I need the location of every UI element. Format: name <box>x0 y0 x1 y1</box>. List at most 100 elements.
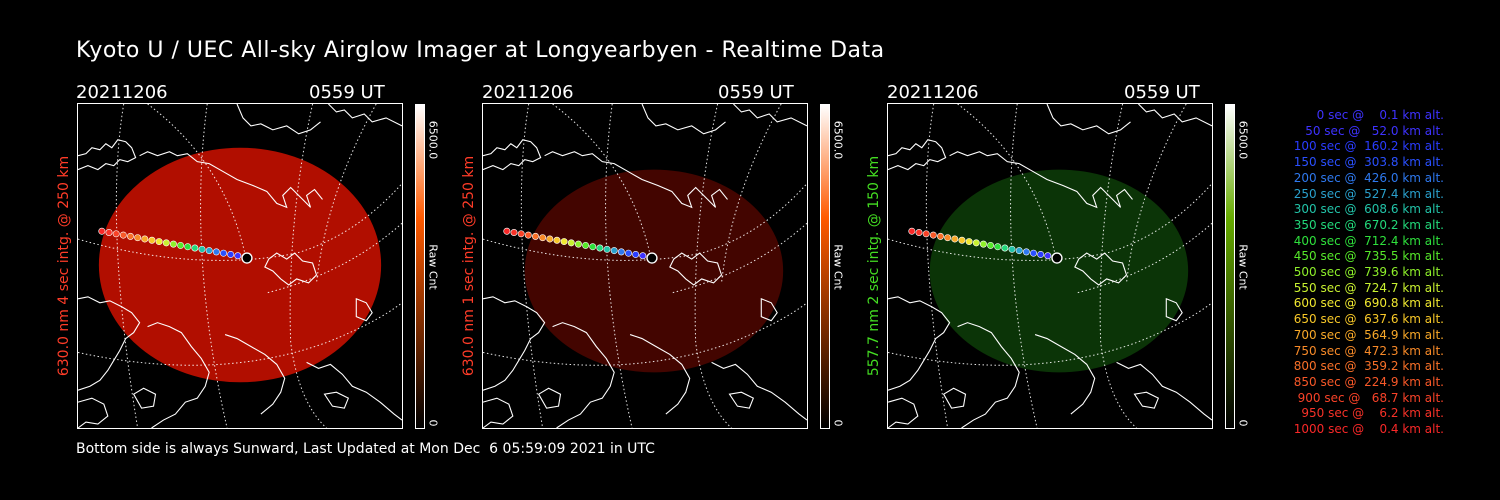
airglow-image <box>524 169 784 373</box>
trajectory-point <box>539 234 547 242</box>
coastline <box>78 397 109 428</box>
legend-entry: 300 sec @ 608.6 km alt. <box>1289 202 1444 217</box>
all-sky-map-3 <box>888 104 1212 428</box>
trajectory-point <box>220 249 227 257</box>
legend-entry: 750 sec @ 472.3 km alt. <box>1289 343 1444 358</box>
trajectory-point <box>169 240 177 248</box>
airglow-image <box>98 147 382 383</box>
legend-entry: 800 sec @ 359.2 km alt. <box>1289 359 1444 374</box>
trajectory-point <box>987 241 995 249</box>
trajectory-point <box>105 229 113 236</box>
panel-3-cbar-label-text: Raw Cnt <box>1236 244 1250 290</box>
panel-2-ylabel: 630.0 nm 1 sec intg. @ 250 km <box>458 103 480 429</box>
trajectory-point <box>177 241 185 249</box>
legend-entry: 600 sec @ 690.8 km alt. <box>1289 296 1444 311</box>
panel-3-cbar-label: Raw Cnt <box>1236 227 1250 307</box>
coastline <box>78 139 137 171</box>
legend-entry: 900 sec @ 68.7 km alt. <box>1293 390 1444 405</box>
trajectory-point <box>141 235 149 243</box>
trajectory-point <box>994 243 1002 251</box>
panel-1-ylabel-text: 630.0 nm 4 sec intg. @ 250 km <box>56 155 72 377</box>
trajectory-point <box>915 229 923 236</box>
trajectory-point <box>517 230 525 238</box>
trajectory-point <box>198 245 206 253</box>
trajectory-point <box>965 238 973 246</box>
panel-3-cbar-max-text: 6500.0 <box>1236 120 1250 160</box>
lat-lon-grid <box>1076 222 1212 294</box>
lat-lon-grid <box>520 104 544 428</box>
trajectory-point <box>1044 252 1052 260</box>
legend-entry: 200 sec @ 426.0 km alt. <box>1289 170 1444 185</box>
panel-1-ylabel: 630.0 nm 4 sec intg. @ 250 km <box>53 103 75 429</box>
legend-entry: 850 sec @ 224.9 km alt. <box>1289 374 1444 389</box>
trajectory-point <box>1037 250 1045 258</box>
lat-lon-grid <box>1010 104 1038 428</box>
trajectory-point <box>944 234 952 242</box>
panel-2-cbar-min: 0 <box>831 383 845 463</box>
trajectory-legend: 0 sec @ 0.1 km alt. 50 sec @ 52.0 km alt… <box>1262 108 1444 438</box>
lat-lon-grid <box>147 104 248 264</box>
trajectory-point <box>922 230 930 238</box>
legend-entry: 1000 sec @ 0.4 km alt. <box>1293 422 1444 437</box>
trajectory-point <box>205 247 213 255</box>
trajectory-point <box>191 244 199 252</box>
legend-entry: 950 sec @ 6.2 km alt. <box>1297 406 1444 421</box>
trajectory-point <box>531 232 539 240</box>
panel-3-cbar-max: 6500.0 <box>1236 100 1250 180</box>
coastline <box>537 387 562 409</box>
station-marker <box>1051 252 1063 264</box>
coastline <box>224 334 286 415</box>
trajectory-point <box>979 240 987 248</box>
trajectory-point <box>567 239 575 247</box>
trajectory-point <box>212 248 220 256</box>
legend-entry: 500 sec @ 739.6 km alt. <box>1289 265 1444 280</box>
trajectory-point <box>162 239 170 247</box>
trajectory-point <box>908 227 916 235</box>
lat-lon-grid <box>266 222 402 294</box>
lat-lon-grid <box>552 104 653 264</box>
trajectory-point <box>546 235 554 243</box>
trajectory-point <box>155 238 163 246</box>
footer-status: Bottom side is always Sunward, Last Upda… <box>76 441 655 457</box>
legend-entry: 100 sec @ 160.2 km alt. <box>1289 139 1444 154</box>
coastline <box>306 361 402 421</box>
coastline <box>669 252 723 286</box>
all-sky-map-1 <box>78 104 402 428</box>
coastline <box>323 391 350 409</box>
panel-2-cbar-max-text: 6500.0 <box>831 120 845 160</box>
lat-lon-grid <box>888 302 1212 366</box>
coastline <box>236 104 321 135</box>
coastline <box>78 296 141 391</box>
coastline <box>483 139 542 171</box>
legend-entry: 700 sec @ 564.9 km alt. <box>1289 327 1444 342</box>
lat-lon-grid <box>605 104 633 428</box>
panel-3-date: 20211206 <box>887 82 979 103</box>
coastline <box>760 297 778 322</box>
lat-lon-grid <box>1099 104 1137 428</box>
legend-entry: 250 sec @ 527.4 km alt. <box>1289 186 1444 201</box>
lat-lon-grid <box>957 104 1058 264</box>
coastline <box>544 151 728 209</box>
lat-lon-grid <box>925 104 949 428</box>
lat-lon-grid <box>115 104 139 428</box>
station-marker <box>646 252 658 264</box>
panel-1-cbar-label: Raw Cnt <box>426 227 440 307</box>
panel-3-map <box>887 103 1213 429</box>
panel-3-time: 0559 UT <box>1124 82 1200 103</box>
panel-1-cbar-max: 6500.0 <box>426 100 440 180</box>
legend-entry: 450 sec @ 735.5 km alt. <box>1289 249 1444 264</box>
panel-2-cbar-max: 6500.0 <box>831 100 845 180</box>
trajectory-point <box>553 236 561 244</box>
trajectory-point <box>1008 245 1016 253</box>
panel-2-cbar-label: Raw Cnt <box>831 227 845 307</box>
coastline <box>942 387 967 409</box>
trajectory-point <box>610 247 618 255</box>
coastline <box>1138 104 1212 127</box>
legend-entry: 550 sec @ 724.7 km alt. <box>1289 280 1444 295</box>
panel-1-cbar-max-text: 6500.0 <box>426 120 440 160</box>
page-title: Kyoto U / UEC All-sky Airglow Imager at … <box>76 38 885 63</box>
coastline <box>147 322 210 428</box>
trajectory-point <box>134 234 142 242</box>
coastline <box>328 104 402 127</box>
coastline <box>1133 391 1160 409</box>
